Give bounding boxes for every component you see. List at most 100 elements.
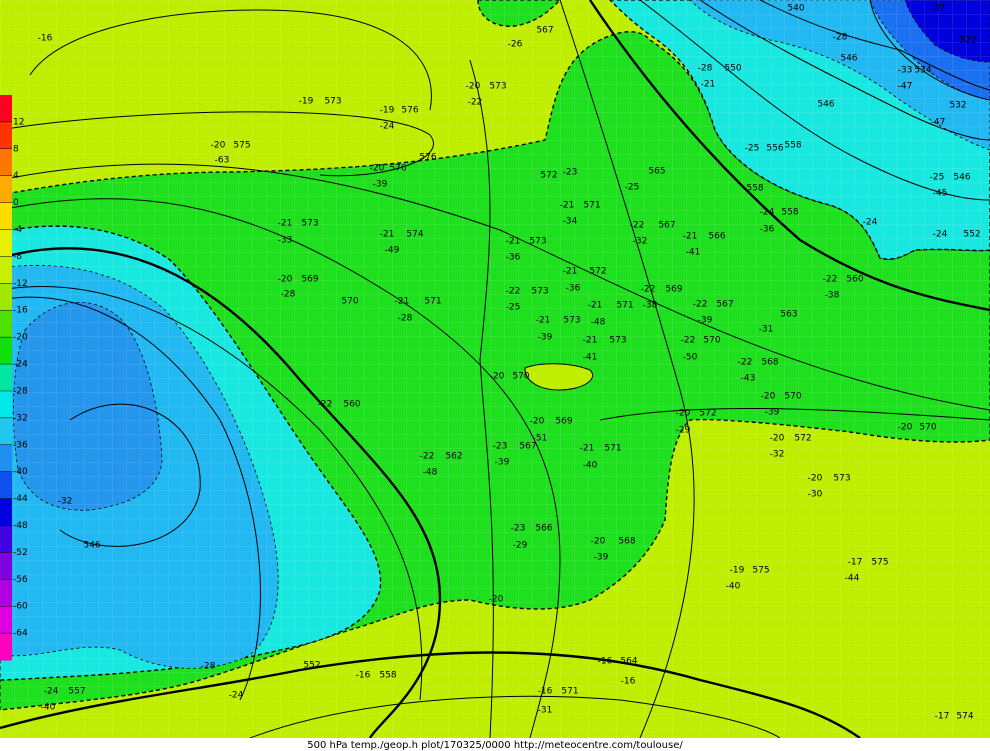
station-label: -17: [935, 712, 950, 722]
color-tick-label: -12: [13, 279, 28, 289]
station-label: 574: [406, 230, 423, 240]
contour: [599, 407, 990, 421]
station-label: 572: [589, 267, 606, 277]
station-label: -38: [643, 301, 658, 311]
station-label: -19: [730, 566, 745, 576]
station-label: -21: [563, 267, 578, 277]
station-label: 573: [833, 474, 850, 484]
color-bin: [0, 606, 12, 634]
station-label: -31: [538, 706, 553, 716]
station-label: -28: [201, 662, 216, 672]
station-label: -25: [625, 183, 640, 193]
station-label: -31: [759, 325, 774, 335]
contour: [0, 286, 423, 701]
station-label: 569: [665, 285, 682, 295]
station-label: -20: [278, 275, 293, 285]
station-label: -34: [563, 217, 578, 227]
color-bin: [0, 364, 12, 392]
station-label: -32: [633, 237, 648, 247]
alpine-field: [524, 363, 593, 391]
station-label: 522: [959, 36, 976, 46]
color-bin: [0, 525, 12, 553]
station-label: 546: [83, 541, 100, 551]
color-tick-label: -48: [13, 521, 28, 531]
contour-thick: [0, 247, 442, 739]
station-label: -22: [630, 221, 645, 231]
color-bin: [0, 471, 12, 500]
station-label: -20: [898, 423, 913, 433]
station-label: -24: [380, 122, 395, 132]
color-tick-label: -20: [13, 333, 28, 343]
station-label: -39: [765, 408, 780, 418]
station-label: 571: [424, 297, 441, 307]
contour-thick: [589, 0, 990, 312]
station-label: -16: [356, 671, 371, 681]
contour: [0, 163, 990, 411]
station-label: 573: [609, 336, 626, 346]
contour: [0, 296, 261, 701]
station-label: -39: [373, 180, 388, 190]
color-tick-label: -56: [13, 575, 28, 585]
station-label: -37: [931, 4, 946, 14]
station-label: -24: [760, 208, 775, 218]
color-bin: [0, 95, 12, 123]
station-label: -51: [533, 434, 548, 444]
station-label: 566: [708, 232, 725, 242]
color-scale: 12 8 4 0 -4 -8 -12 -16 -20 -24 -28 -32 -36 -40 -44 -48 -…: [0, 95, 28, 661]
station-label: -40: [583, 461, 598, 471]
station-label: -50: [683, 353, 698, 363]
station-label: 575: [871, 558, 888, 568]
contour: [59, 403, 201, 547]
station-label: -45: [933, 189, 948, 199]
station-label: 567: [519, 442, 536, 452]
contour: [29, 9, 432, 111]
station-label: -29: [676, 426, 691, 436]
station-label: -48: [423, 468, 438, 478]
station-label: 567: [658, 221, 675, 231]
color-bin: [0, 202, 12, 231]
station-label: 573: [489, 82, 506, 92]
contour: [249, 695, 781, 739]
station-label: -28: [281, 290, 296, 300]
station-label: 558: [784, 141, 801, 151]
station-label: 570: [512, 372, 529, 382]
station-label: 568: [761, 358, 778, 368]
station-label: 563: [780, 310, 797, 320]
station-label: 558: [379, 671, 396, 681]
color-tick-label: 12: [13, 117, 24, 127]
caption-strip: [0, 738, 990, 751]
station-label: 534: [914, 66, 931, 76]
station-label: -48: [591, 318, 606, 328]
station-label: -40: [41, 703, 56, 713]
station-label: -21: [506, 237, 521, 247]
station-label: -21: [580, 444, 595, 454]
station-label: -39: [594, 553, 609, 563]
station-label: 572: [540, 171, 557, 181]
station-label: 571: [604, 444, 621, 454]
station-label: -39: [495, 458, 510, 468]
station-label: -20: [770, 434, 785, 444]
station-label: -20: [489, 595, 504, 605]
color-tick-label: -40: [13, 467, 28, 477]
station-label: 568: [618, 537, 635, 547]
station-label: -22: [318, 400, 333, 410]
station-label: 571: [583, 201, 600, 211]
contour: [469, 59, 494, 739]
station-label: 540: [787, 4, 804, 14]
station-label: 570: [703, 336, 720, 346]
station-label: -20: [490, 372, 505, 382]
station-label: 565: [648, 167, 665, 177]
station-label: 572: [699, 409, 716, 419]
station-label: -24: [863, 218, 878, 228]
color-bin: [0, 148, 12, 177]
station-label: -22: [738, 358, 753, 368]
station-label: 560: [846, 275, 863, 285]
station-label: -32: [770, 450, 785, 460]
station-label: -40: [726, 582, 741, 592]
station-label: 546: [817, 100, 834, 110]
station-label: -16: [538, 687, 553, 697]
station-label: -26: [508, 40, 523, 50]
